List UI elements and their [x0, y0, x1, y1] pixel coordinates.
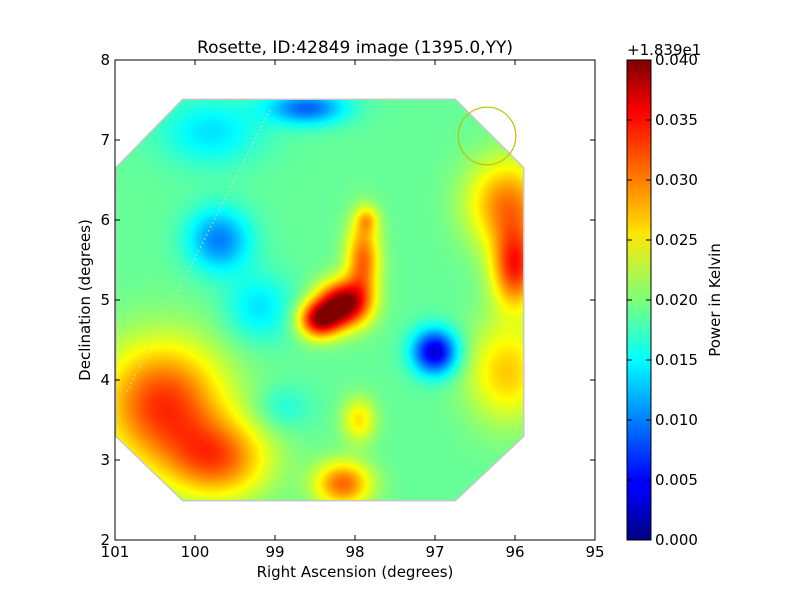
- y-axis-label: Declination (degrees): [76, 219, 94, 381]
- y-tick-label: 7: [100, 131, 110, 149]
- x-axis-label: Right Ascension (degrees): [257, 563, 454, 581]
- heatmap-image: [116, 100, 523, 500]
- colorbar-tick-label: 0.000: [655, 531, 698, 549]
- colorbar: 0.000 0.005 0.010 0.015 0.020 0.025 0.030 0.035…: [626, 41, 724, 549]
- x-tick-label: 101: [101, 543, 130, 561]
- colorbar-tick-label: 0.015: [655, 351, 698, 369]
- colorbar-offset-text: +1.839e1: [627, 41, 701, 59]
- x-tick-label: 95: [585, 543, 604, 561]
- colorbar-tick-label: 0.010: [655, 411, 698, 429]
- plot-area: 101 100 99 98 97 96 95 2 3 4 5 6 7 8: [100, 51, 604, 561]
- colorbar-tick-label: 0.030: [655, 171, 698, 189]
- x-tick-label: 96: [505, 543, 524, 561]
- y-tick-label: 5: [100, 291, 110, 309]
- colorbar-label: Power in Kelvin: [706, 243, 724, 357]
- y-tick-label: 3: [100, 451, 110, 469]
- x-tick-label: 100: [181, 543, 210, 561]
- y-tick-label: 2: [100, 531, 110, 549]
- x-tick-label: 99: [265, 543, 284, 561]
- chart-title: Rosette, ID:42849 image (1395.0,YY): [197, 38, 513, 58]
- x-tick-label: 97: [425, 543, 444, 561]
- colorbar-tick-label: 0.035: [655, 111, 698, 129]
- y-tick-label: 8: [100, 51, 110, 69]
- y-tick-label: 6: [100, 211, 110, 229]
- y-tick-label: 4: [100, 371, 110, 389]
- x-axis-ticks: 101 100 99 98 97 96 95: [101, 60, 605, 561]
- colorbar-tick-label: 0.025: [655, 231, 698, 249]
- y-axis-ticks: 2 3 4 5 6 7 8: [100, 51, 595, 549]
- x-tick-label: 98: [345, 543, 364, 561]
- beam-circle: [457, 106, 517, 166]
- colorbar-tick-label: 0.020: [655, 291, 698, 309]
- colorbar-tick-label: 0.005: [655, 471, 698, 489]
- colorbar-ticks: 0.000 0.005 0.010 0.015 0.020 0.025 0.030 0.035…: [627, 51, 698, 549]
- colorbar-tick-label: 0.040: [655, 51, 698, 69]
